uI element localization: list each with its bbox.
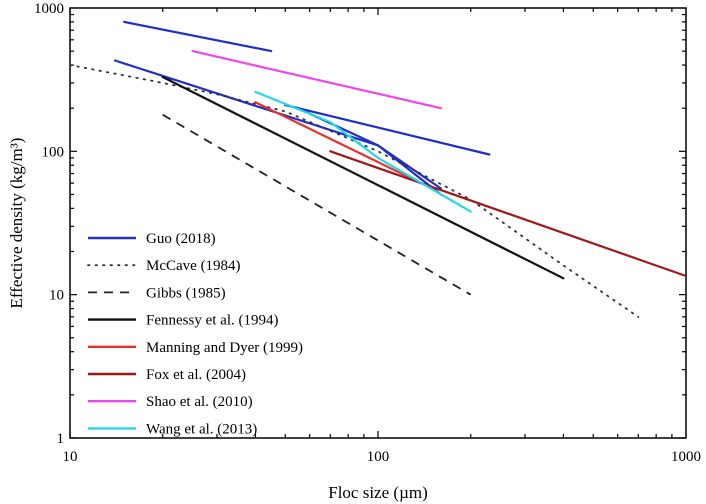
series-line — [161, 75, 565, 280]
y-axis-title: Effective density (kg/m³) — [7, 138, 26, 309]
series-line — [70, 64, 640, 318]
legend-label: Wang et al. (2013) — [146, 421, 257, 437]
legend-label: McCave (1984) — [146, 258, 241, 274]
legend-label: Fox et al. (2004) — [146, 367, 246, 383]
y-tick-label: 10 — [49, 288, 64, 304]
x-tick-label: 100 — [367, 449, 390, 465]
legend-label: Guo (2018) — [146, 231, 216, 247]
legend-item: McCave (1984) — [87, 258, 241, 274]
series-line — [191, 49, 442, 110]
x-axis-title: Floc size (µm) — [328, 483, 428, 502]
series-5 — [329, 150, 686, 278]
series-line — [162, 113, 472, 296]
series-line — [329, 150, 686, 278]
series-line — [284, 103, 491, 156]
series-layer — [70, 20, 686, 318]
y-tick-label: 100 — [42, 144, 65, 160]
legend-label: Manning and Dyer (1999) — [146, 340, 303, 356]
series-2 — [162, 113, 472, 296]
series-4 — [254, 101, 434, 190]
tick-labels: 10 100 1000 1 10 100 1000 — [34, 1, 701, 465]
legend-item: Gibbs (1985) — [88, 285, 226, 301]
legend-label: Fennessy et al. (1994) — [146, 313, 278, 329]
x-tick-label: 10 — [63, 449, 78, 465]
legend-item: Guo (2018) — [88, 231, 216, 247]
series-3 — [161, 75, 565, 280]
series-1 — [70, 64, 640, 318]
series-line — [254, 90, 472, 213]
legend-label: Gibbs (1985) — [146, 285, 226, 301]
legend-item: Fox et al. (2004) — [88, 367, 246, 383]
legend: Guo (2018) McCave (1984) Gibbs (1985) Fenne… — [87, 231, 303, 437]
axis-ticks — [69, 8, 686, 439]
series-0 — [113, 20, 491, 196]
legend-item: Shao et al. (2010) — [88, 394, 253, 410]
series-line — [113, 59, 442, 196]
y-tick-label: 1 — [57, 431, 65, 447]
series-6 — [191, 49, 442, 110]
series-7 — [254, 90, 472, 213]
x-tick-label: 1000 — [671, 449, 701, 465]
y-tick-label: 1000 — [34, 1, 64, 17]
series-line — [123, 20, 273, 53]
legend-item: Fennessy et al. (1994) — [88, 313, 278, 329]
legend-item: Manning and Dyer (1999) — [88, 340, 303, 356]
legend-item: Wang et al. (2013) — [88, 421, 257, 437]
legend-label: Shao et al. (2010) — [146, 394, 253, 410]
series-line — [254, 101, 434, 190]
